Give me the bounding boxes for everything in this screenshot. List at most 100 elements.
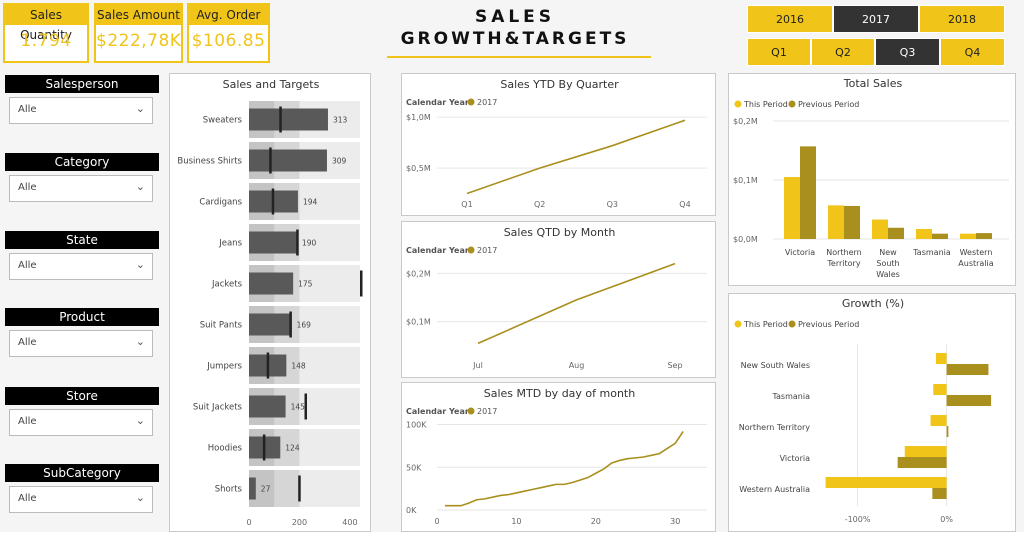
category-label: New South Wales xyxy=(741,361,810,370)
legend-title: Calendar Year xyxy=(406,407,469,416)
filter-product: Product Alle ⌄ xyxy=(5,308,159,364)
data-label: 175 xyxy=(298,280,313,289)
category-label: Jeans xyxy=(218,239,242,249)
filter-label: Store xyxy=(5,387,159,405)
kpi-value: $222,78K xyxy=(96,31,182,51)
bar-previous-period xyxy=(844,205,860,239)
year-2017-button[interactable]: 2017 xyxy=(833,5,919,33)
data-label: 169 xyxy=(297,321,312,330)
filter-label: Product xyxy=(5,308,159,326)
category-label: Northern Territory xyxy=(739,423,810,432)
y-tick-label: $0,0M xyxy=(733,235,758,244)
value-bar xyxy=(249,108,328,131)
category-label: Western Australia xyxy=(739,485,810,494)
y-tick-label: 100K xyxy=(406,421,427,430)
mtd-day-chart: Sales MTD by day of month Calendar Year 20… xyxy=(406,387,707,526)
chevron-down-icon: ⌄ xyxy=(135,491,145,504)
bar-previous-period xyxy=(976,233,992,239)
category-label: New South Wales xyxy=(876,248,900,279)
bar-previous-period xyxy=(946,426,949,437)
value-bar xyxy=(249,272,294,295)
category-label: Suit Pants xyxy=(200,321,243,331)
value-bar xyxy=(249,313,292,336)
qtd-month-chart: Sales QTD by Month Calendar Year 2017 $0,1M… xyxy=(406,226,707,370)
value-bar xyxy=(249,149,327,172)
data-label: 148 xyxy=(291,362,306,371)
bar-previous-period xyxy=(946,395,992,406)
y-tick-label: $0,1M xyxy=(733,176,758,185)
chart-title: Sales MTD by day of month xyxy=(484,387,635,400)
dropdown-value: Alle xyxy=(18,337,37,348)
bar-this-period xyxy=(935,353,947,364)
legend-label: 2017 xyxy=(477,246,497,255)
data-label: 194 xyxy=(303,198,318,207)
category-label: Jumpers xyxy=(206,362,242,372)
subcategory-dropdown[interactable]: Alle ⌄ xyxy=(9,486,153,513)
bar-this-period xyxy=(904,446,947,457)
bar-this-period xyxy=(784,177,800,239)
chevron-down-icon: ⌄ xyxy=(135,180,145,193)
legend-title: Calendar Year xyxy=(406,98,469,107)
quarter-q4-button[interactable]: Q4 xyxy=(940,38,1005,66)
growth-chart: Growth (%) This Period Previous Period -100… xyxy=(734,297,992,524)
x-tick-label: 10 xyxy=(511,517,521,526)
year-2016-button[interactable]: 2016 xyxy=(747,5,833,33)
category-label: Shorts xyxy=(215,485,243,495)
y-tick-label: 50K xyxy=(406,463,422,472)
legend-marker xyxy=(467,246,475,254)
chart-title: Growth (%) xyxy=(842,297,904,310)
quarter-q3-button[interactable]: Q3 xyxy=(875,38,940,66)
kpi-value: $106.85 xyxy=(191,31,266,51)
category-label: Victoria xyxy=(785,248,815,257)
category-dropdown[interactable]: Alle ⌄ xyxy=(9,175,153,202)
title-underline xyxy=(387,56,651,58)
chevron-down-icon: ⌄ xyxy=(135,335,145,348)
data-label: 309 xyxy=(332,157,347,166)
bar-this-period xyxy=(872,219,888,239)
x-tick-label: Jul xyxy=(472,361,483,370)
sales-targets-panel: Sales and Targets Sweaters 313 Business Shi… xyxy=(169,73,371,532)
x-tick-label: Q4 xyxy=(679,200,690,209)
legend-marker xyxy=(734,100,742,108)
category-label: Northern Territory xyxy=(826,248,862,268)
category-label: Western Australia xyxy=(958,248,993,268)
filter-store: Store Alle ⌄ xyxy=(5,387,159,443)
store-dropdown[interactable]: Alle ⌄ xyxy=(9,409,153,436)
data-label: 124 xyxy=(285,444,300,453)
legend-marker xyxy=(734,320,742,328)
year-2018-button[interactable]: 2018 xyxy=(919,5,1005,33)
page-title: SALES GROWTH&TARGETS xyxy=(360,6,670,50)
ytd-quarter-panel: Sales YTD By Quarter Calendar Year 2017 $0,… xyxy=(401,73,716,216)
data-label: 145 xyxy=(291,403,306,412)
page-title-line1: SALES xyxy=(474,7,556,27)
bar-this-period xyxy=(828,205,844,239)
category-label: Suit Jackets xyxy=(193,403,243,413)
x-tick-label: 200 xyxy=(292,518,307,527)
value-bar xyxy=(249,395,286,418)
legend-label: Previous Period xyxy=(798,100,859,109)
ytd-quarter-chart: Sales YTD By Quarter Calendar Year 2017 $0,… xyxy=(406,78,707,209)
filter-label: SubCategory xyxy=(5,464,159,482)
quarter-q1-button[interactable]: Q1 xyxy=(747,38,811,66)
bar-this-period xyxy=(825,477,947,488)
quarter-q2-button[interactable]: Q2 xyxy=(811,38,875,66)
x-tick-label: Q1 xyxy=(461,200,472,209)
legend-label: This Period xyxy=(743,100,788,109)
category-label: Tasmania xyxy=(771,392,810,401)
value-bar xyxy=(249,477,256,500)
state-dropdown[interactable]: Alle ⌄ xyxy=(9,253,153,280)
x-tick-label: Q3 xyxy=(607,200,618,209)
x-tick-label: 0% xyxy=(940,515,953,524)
product-dropdown[interactable]: Alle ⌄ xyxy=(9,330,153,357)
qtd-month-panel: Sales QTD by Month Calendar Year 2017 $0,1M… xyxy=(401,221,716,378)
data-label: 27 xyxy=(261,485,271,494)
kpi-value: 1.794 xyxy=(20,31,72,51)
category-label: Business Shirts xyxy=(177,157,242,167)
dropdown-value: Alle xyxy=(18,104,37,115)
legend-marker xyxy=(467,407,475,415)
bar-previous-period xyxy=(932,488,947,499)
y-tick-label: $0,5M xyxy=(406,164,431,173)
salesperson-dropdown[interactable]: Alle ⌄ xyxy=(9,97,153,124)
kpi-label: Sales Quantity xyxy=(5,5,87,42)
series-line-2017 xyxy=(466,119,686,195)
